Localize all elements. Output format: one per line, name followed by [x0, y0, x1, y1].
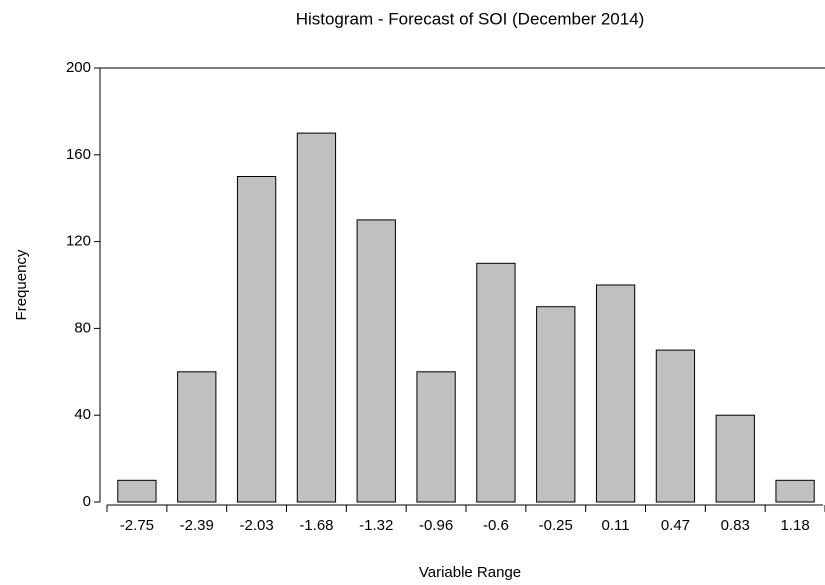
x-tick-label: -1.68	[299, 517, 333, 534]
x-tick-label: 0.47	[661, 517, 690, 534]
bar	[476, 262, 516, 503]
x-tick-label: 0.83	[721, 517, 750, 534]
bar	[117, 479, 157, 503]
bar	[356, 219, 396, 503]
bar	[775, 479, 815, 503]
x-tick-label: -1.32	[359, 517, 393, 534]
x-tick-label: -2.03	[239, 517, 273, 534]
bar	[296, 132, 337, 503]
bar	[715, 414, 755, 503]
bar	[655, 349, 696, 503]
x-tick-label: -2.75	[120, 517, 154, 534]
y-tick-label: 0	[83, 493, 91, 510]
y-tick-label: 40	[74, 406, 91, 423]
y-axis-label: Frequency	[13, 249, 30, 320]
x-axis-label: Variable Range	[419, 564, 521, 581]
chart-title: Histogram - Forecast of SOI (December 20…	[296, 9, 645, 28]
y-tick-label: 80	[74, 319, 91, 336]
x-tick-label: -2.39	[180, 517, 214, 534]
x-tick-label: 0.11	[602, 517, 630, 534]
x-tick-label: -0.25	[539, 517, 573, 534]
y-tick-label: 120	[66, 233, 91, 250]
bar	[595, 284, 636, 503]
bar	[236, 176, 277, 503]
x-tick-label: 1.18	[780, 517, 809, 534]
bar	[177, 371, 217, 503]
y-tick-label: 200	[66, 59, 91, 76]
y-tick-label: 160	[66, 146, 91, 163]
bar	[416, 371, 456, 503]
x-tick-label: -0.96	[419, 517, 453, 534]
x-tick-label: -0.6	[483, 517, 509, 534]
bar	[536, 306, 576, 503]
